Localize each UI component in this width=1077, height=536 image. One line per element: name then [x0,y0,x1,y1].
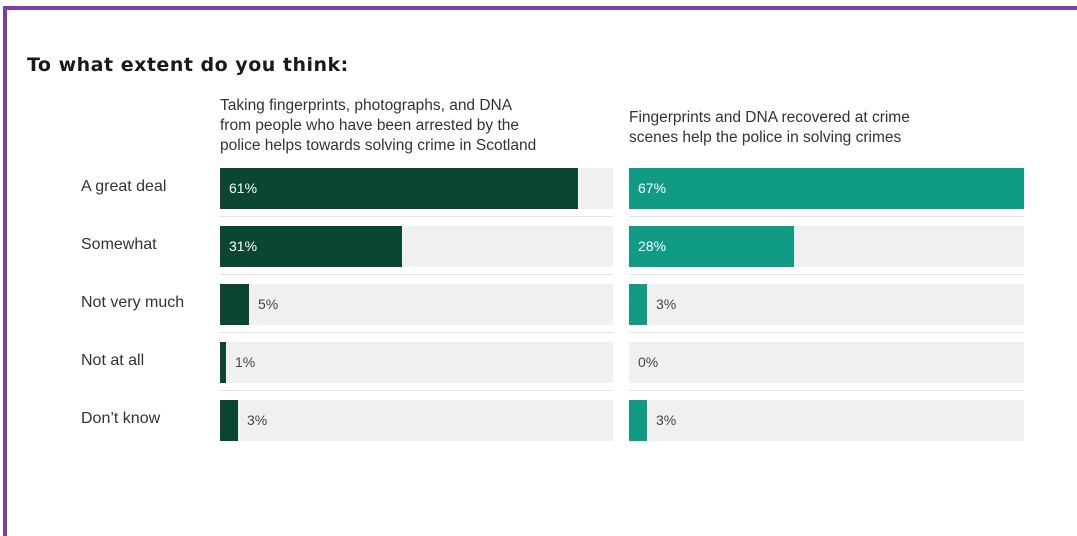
row-separator [220,390,613,391]
bar-track [629,400,1024,441]
bar-value-label: 3% [656,296,677,312]
bar-track [220,400,613,441]
row-separator [629,216,1024,217]
bar-value-label: 67% [638,180,667,196]
row-separator [629,390,1024,391]
panel-1-title-line: police helps towards solving crime in Sc… [220,137,537,154]
bar-value-label: 3% [247,412,268,428]
panel-1-title-line: from people who have been arrested by th… [220,117,519,134]
bar-value-label: 1% [235,354,256,370]
bar [220,168,578,209]
bar-value-label: 31% [229,238,258,254]
chart-heading: To what extent do you think: [27,54,349,76]
bar [220,284,249,325]
category-label: Don’t know [81,410,161,427]
row-separator [220,216,613,217]
bar [629,400,647,441]
bar-value-label: 0% [638,354,659,370]
category-label: Not at all [81,352,145,369]
bar-value-label: 5% [258,296,279,312]
chart-frame [3,6,1077,536]
category-label: Somewhat [81,236,157,253]
bar-value-label: 28% [638,238,667,254]
panel-1-title-line: Taking fingerprints, photographs, and DN… [220,97,513,114]
panel-2-title-line: scenes help the police in solving crimes [629,129,902,146]
panel-2-title-line: Fingerprints and DNA recovered at crime [629,109,910,126]
row-separator [629,332,1024,333]
row-separator [629,274,1024,275]
bar [220,400,238,441]
bar [220,342,226,383]
bar [629,168,1024,209]
panel-2-title: Fingerprints and DNA recovered at crime … [629,108,910,148]
bar-track [220,284,613,325]
bar [629,226,794,267]
category-label: A great deal [81,178,167,195]
bar [220,226,402,267]
bar-value-label: 61% [229,180,258,196]
bar-track [629,284,1024,325]
bar-track [629,342,1024,383]
bar [629,284,647,325]
category-label: Not very much [81,294,185,311]
row-separator [220,332,613,333]
bar-track [220,342,613,383]
panel-1-title: Taking fingerprints, photographs, and DN… [220,96,536,156]
row-separator [220,274,613,275]
bar-value-label: 3% [656,412,677,428]
